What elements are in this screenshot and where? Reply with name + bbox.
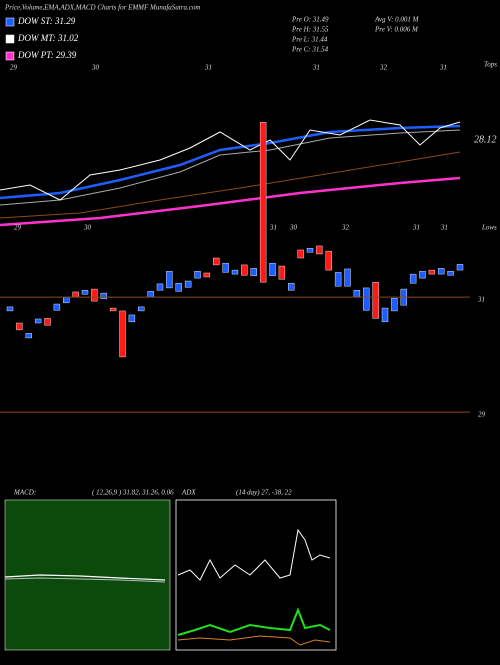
lows-label: Lows (481, 224, 497, 232)
ema-line (0, 176, 461, 227)
ema-lines (0, 119, 461, 227)
candle-body (44, 318, 51, 326)
candle-body (456, 264, 464, 271)
candle-body (222, 262, 229, 273)
info-text: Pre V: 0.006 M (374, 26, 419, 34)
candle-body (231, 269, 239, 275)
low-label: 29 (14, 224, 22, 232)
candle-body (72, 291, 79, 298)
ema-label: 28.12 (474, 134, 497, 145)
legend-label: DOW MT: 31.02 (17, 33, 79, 43)
candle-body (34, 318, 42, 324)
top-label: 31 (204, 64, 212, 72)
low-label: 32 (341, 224, 350, 232)
top-label: 32 (379, 64, 388, 72)
candle-body (325, 250, 332, 271)
candle-body (138, 306, 145, 312)
ema-line (0, 151, 461, 219)
legend-label: DOW PT: 29.39 (17, 50, 77, 60)
candle-body (147, 291, 154, 298)
minus-di-line (177, 635, 331, 646)
chart-title: Price,Volume,EMA,ADX,MACD Charts for EMM… (4, 4, 200, 12)
legend-swatch (5, 34, 15, 44)
candle-body (81, 290, 89, 295)
candle-body (297, 249, 304, 259)
candle-body (334, 272, 342, 287)
candle-body (344, 268, 351, 287)
low-label: 31 (269, 224, 277, 232)
ema-line (0, 124, 461, 200)
candle-body (438, 268, 445, 275)
candle-body (353, 290, 361, 298)
legend-swatch (5, 51, 15, 61)
candle-body (128, 314, 136, 323)
candle-body (213, 257, 220, 266)
info-text: Pre O: 31.49 (291, 16, 329, 24)
low-label: 30 (289, 224, 298, 232)
info: Pre O: 31.49 Pre H: 31.55 Pre L: 31.44 Pre … (291, 16, 420, 54)
candle-body (166, 271, 173, 289)
macd-values: ( 12,26,9 ) 31.82, 31.26, 0.06 (92, 489, 174, 497)
info-text: Avg V: 0.001 M (374, 16, 420, 24)
tops-label: Tops (484, 61, 497, 69)
signal-line (4, 577, 166, 583)
candle-body (175, 283, 182, 292)
candle-body (184, 280, 192, 288)
adx-line (177, 528, 331, 581)
ema-line (0, 129, 461, 206)
low-label: 30 (83, 224, 92, 232)
low-label: 31 (412, 224, 420, 232)
top-label: 29 (10, 64, 18, 72)
candle-body (316, 245, 323, 255)
y-tick-label: 31 (477, 296, 485, 304)
top-label: 31 (439, 64, 447, 72)
candle-body (25, 333, 32, 339)
legend-swatch (5, 17, 15, 27)
macd-label: MACD: (13, 489, 36, 497)
candle-body (156, 283, 164, 291)
candle-body (119, 310, 126, 358)
candle-body (363, 287, 370, 311)
top-label: 31 (312, 64, 320, 72)
plus-di-line (177, 607, 331, 636)
info-text: Pre L: 31.44 (291, 36, 328, 44)
candle-body (409, 273, 417, 284)
info-text: Pre C: 31.54 (291, 46, 329, 54)
candle-body (250, 268, 257, 277)
macd-line (4, 574, 166, 581)
adx-label: ADX (181, 489, 196, 497)
candle-body (109, 307, 117, 312)
candle-body (381, 307, 389, 323)
legend: DOW ST: 31.29 DOW MT: 31.02 DOW PT: 29.39 (5, 16, 79, 61)
candle-body (241, 264, 248, 276)
candle-body (194, 271, 201, 279)
legend-label: DOW ST: 31.29 (17, 16, 76, 26)
candle-body (53, 303, 61, 311)
candle-body (6, 306, 14, 312)
candle-body (391, 298, 398, 312)
candle-body (306, 248, 314, 253)
candle-body (288, 283, 295, 291)
info-text: Pre H: 31.55 (291, 26, 329, 34)
candle-body (372, 281, 379, 319)
candle-body (259, 122, 267, 283)
low-label: 31 (440, 224, 448, 232)
candle-body (419, 271, 426, 279)
candles (6, 122, 464, 358)
candle-body (63, 296, 70, 304)
candle-body (269, 262, 276, 277)
top-label: 30 (91, 64, 100, 72)
candle-body (278, 265, 286, 280)
y-tick-label: 29 (478, 411, 486, 419)
candle-body (428, 269, 436, 275)
adx-values: (14 day) 27, -38, 22 (236, 489, 292, 497)
candle-body (203, 272, 211, 278)
candle-body (91, 288, 98, 302)
candle-body (447, 271, 454, 276)
candle-body (100, 292, 107, 300)
candle-body (16, 322, 23, 331)
